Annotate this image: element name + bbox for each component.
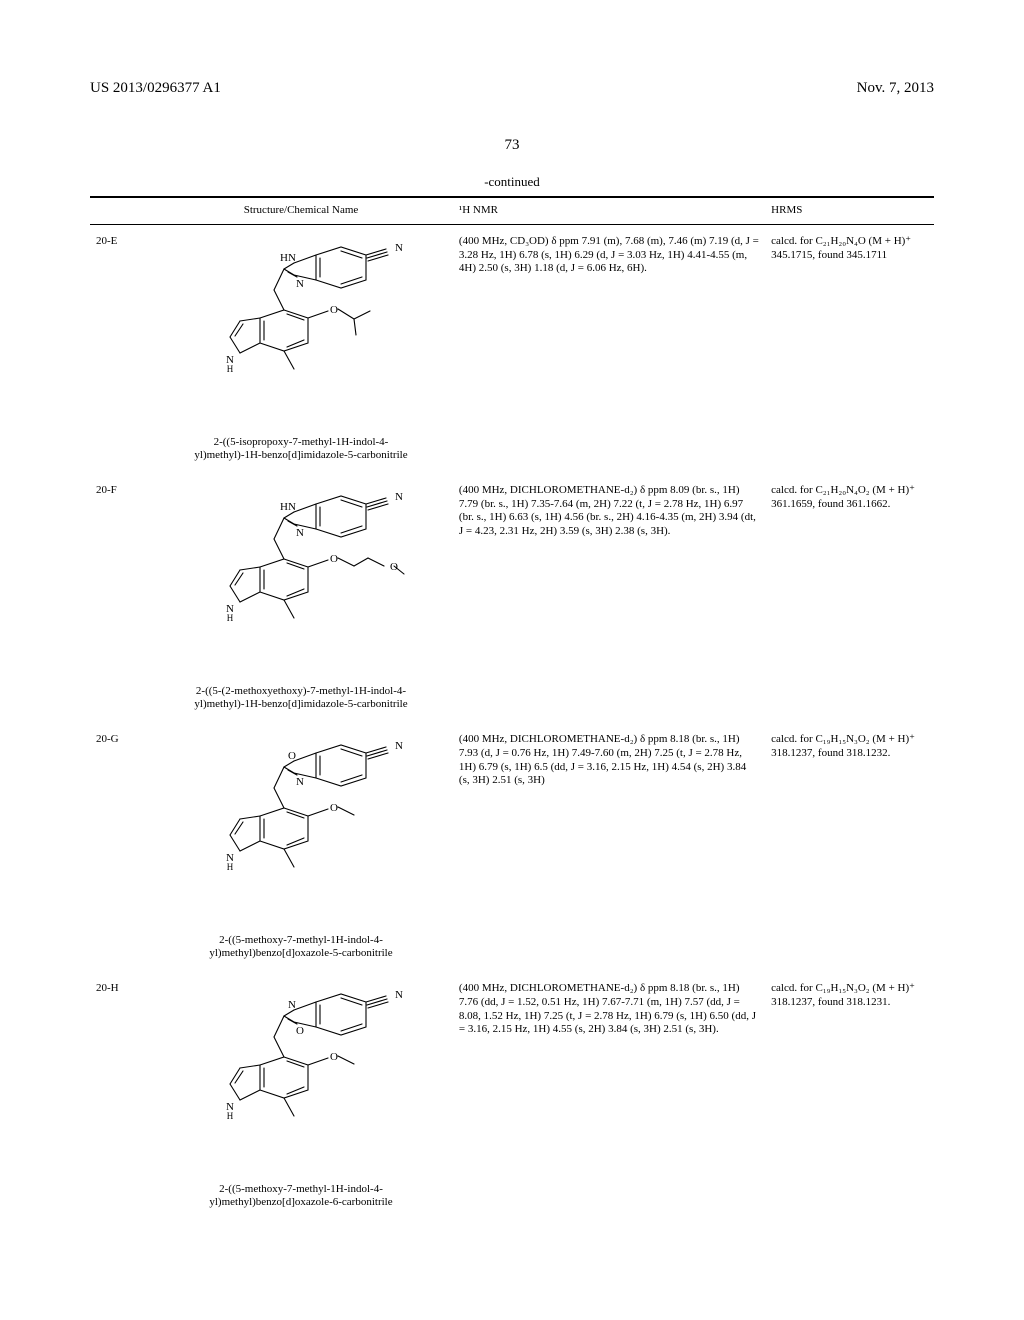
svg-text:H: H (227, 862, 234, 872)
nmr-data: (400 MHz, CD₃OD) δ ppm 7.91 (m), 7.68 (m… (453, 227, 765, 476)
hrms-data: calcd. for C₁₉H₁₅N₃O₂ (M + H)⁺ 318.1237,… (765, 974, 934, 1223)
col-nmr: ¹H NMR (453, 200, 765, 222)
compound-structure: HN N N O N H O2-((5-(2-methoxyethoxy)-7-… (149, 476, 453, 725)
svg-text:H: H (227, 364, 234, 374)
table-row: 20-E (90, 227, 934, 476)
svg-text:N: N (296, 527, 304, 539)
compound-id: 20-F (90, 476, 149, 725)
svg-text:N: N (395, 740, 403, 752)
table-row: 20-F (90, 476, 934, 725)
patent-date: Nov. 7, 2013 (857, 80, 934, 97)
svg-text:O: O (330, 802, 338, 814)
nmr-data: (400 MHz, DICHLOROMETHANE-d₂) δ ppm 8.18… (453, 725, 765, 974)
hrms-data: calcd. for C₁₉H₁₅N₃O₂ (M + H)⁺ 318.1237,… (765, 725, 934, 974)
hrms-data: calcd. for C₂₁H₂₀N₄O (M + H)⁺ 345.1715, … (765, 227, 934, 476)
col-structure: Structure/Chemical Name (149, 200, 453, 222)
svg-text:N: N (288, 999, 296, 1011)
table-row: 20-G (90, 725, 934, 974)
svg-text:HN: HN (280, 501, 296, 513)
compound-name: 2-((5-methoxy-7-methyl-1H-indol-4-yl)met… (155, 1183, 447, 1209)
col-hrms: HRMS (765, 200, 934, 222)
compound-id: 20-G (90, 725, 149, 974)
table-row: 20-H (90, 974, 934, 1223)
page-number: 73 (0, 137, 1024, 154)
hrms-data: calcd. for C₂₁H₂₀N₄O₂ (M + H)⁺ 361.1659,… (765, 476, 934, 725)
compound-name: 2-((5-(2-methoxyethoxy)-7-methyl-1H-indo… (155, 685, 447, 711)
svg-text:H: H (227, 613, 234, 623)
nmr-data: (400 MHz, DICHLOROMETHANE-d₂) δ ppm 8.09… (453, 476, 765, 725)
compound-name: 2-((5-methoxy-7-methyl-1H-indol-4-yl)met… (155, 934, 447, 960)
compound-structure: O N N O N H 2-((5-methoxy-7-methyl-1H-in… (149, 725, 453, 974)
svg-text:N: N (296, 776, 304, 788)
svg-text:N: N (395, 989, 403, 1001)
svg-text:O: O (390, 561, 398, 573)
patent-number: US 2013/0296377 A1 (90, 80, 221, 97)
compound-id: 20-E (90, 227, 149, 476)
continued-label: -continued (0, 174, 1024, 190)
compound-structure: N O N O N H 2-((5-methoxy-7-methyl-1H-in… (149, 974, 453, 1223)
col-id (90, 200, 149, 222)
svg-text:N: N (296, 278, 304, 290)
compound-structure: HN N N O N H 2-((5-isopropoxy-7-methyl-1… (149, 227, 453, 476)
nmr-data: (400 MHz, DICHLOROMETHANE-d₂) δ ppm 8.18… (453, 974, 765, 1223)
svg-text:N: N (395, 491, 403, 503)
svg-text:HN: HN (280, 252, 296, 264)
svg-text:O: O (330, 1051, 338, 1063)
compound-table: Structure/Chemical Name ¹H NMR HRMS 20-E (90, 196, 934, 1223)
svg-text:N: N (395, 242, 403, 254)
svg-text:O: O (296, 1025, 304, 1037)
svg-text:O: O (330, 304, 338, 316)
svg-text:O: O (288, 750, 296, 762)
svg-text:O: O (330, 553, 338, 565)
compound-id: 20-H (90, 974, 149, 1223)
compound-name: 2-((5-isopropoxy-7-methyl-1H-indol-4-yl)… (155, 436, 447, 462)
svg-text:H: H (227, 1111, 234, 1121)
